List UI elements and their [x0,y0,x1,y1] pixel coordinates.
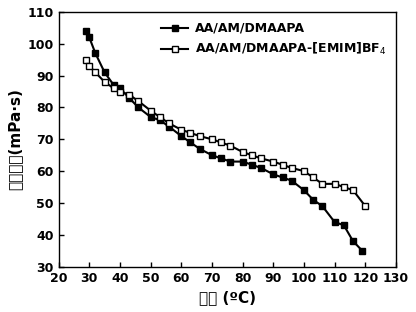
Y-axis label: 表观粘度(mPa·s): 表观粘度(mPa·s) [7,88,22,190]
AA/AM/DMAAPA [136,105,141,109]
AA/AM/DMAAPA [240,160,245,163]
AA/AM/DMAAPA-[EMIM]BF$_4$ [219,141,224,144]
AA/AM/DMAAPA-[EMIM]BF$_4$ [240,150,245,154]
AA/AM/DMAAPA-[EMIM]BF$_4$ [87,64,92,68]
AA/AM/DMAAPA-[EMIM]BF$_4$ [93,71,98,74]
AA/AM/DMAAPA [360,249,365,253]
AA/AM/DMAAPA-[EMIM]BF$_4$ [342,185,347,189]
AA/AM/DMAAPA [289,179,294,183]
AA/AM/DMAAPA [179,134,184,138]
AA/AM/DMAAPA-[EMIM]BF$_4$ [249,153,254,157]
AA/AM/DMAAPA [197,147,202,151]
AA/AM/DMAAPA-[EMIM]BF$_4$ [302,169,307,173]
AA/AM/DMAAPA [219,157,224,160]
AA/AM/DMAAPA-[EMIM]BF$_4$ [136,99,141,103]
AA/AM/DMAAPA-[EMIM]BF$_4$ [271,160,276,163]
AA/AM/DMAAPA [87,36,92,39]
AA/AM/DMAAPA-[EMIM]BF$_4$ [117,90,122,93]
AA/AM/DMAAPA-[EMIM]BF$_4$ [311,176,316,179]
X-axis label: 温度 (ºC): 温度 (ºC) [199,290,256,305]
AA/AM/DMAAPA-[EMIM]BF$_4$ [210,137,215,141]
AA/AM/DMAAPA [210,153,215,157]
AA/AM/DMAAPA-[EMIM]BF$_4$ [289,166,294,170]
AA/AM/DMAAPA-[EMIM]BF$_4$ [280,163,285,167]
AA/AM/DMAAPA-[EMIM]BF$_4$ [363,204,368,208]
AA/AM/DMAAPA [332,220,337,224]
AA/AM/DMAAPA-[EMIM]BF$_4$ [259,157,264,160]
AA/AM/DMAAPA-[EMIM]BF$_4$ [148,109,153,113]
AA/AM/DMAAPA-[EMIM]BF$_4$ [197,134,202,138]
AA/AM/DMAAPA [271,173,276,176]
AA/AM/DMAAPA-[EMIM]BF$_4$ [228,144,233,148]
AA/AM/DMAAPA [93,51,98,55]
Line: AA/AM/DMAAPA-[EMIM]BF$_4$: AA/AM/DMAAPA-[EMIM]BF$_4$ [83,56,369,209]
AA/AM/DMAAPA-[EMIM]BF$_4$ [157,115,162,119]
AA/AM/DMAAPA [84,29,89,33]
AA/AM/DMAAPA-[EMIM]BF$_4$ [179,128,184,132]
AA/AM/DMAAPA [166,125,171,129]
AA/AM/DMAAPA [126,96,131,100]
AA/AM/DMAAPA [342,223,347,227]
AA/AM/DMAAPA [259,166,264,170]
AA/AM/DMAAPA [280,176,285,179]
AA/AM/DMAAPA-[EMIM]BF$_4$ [102,80,107,84]
Line: AA/AM/DMAAPA: AA/AM/DMAAPA [83,28,365,254]
AA/AM/DMAAPA-[EMIM]BF$_4$ [188,131,193,135]
AA/AM/DMAAPA [188,141,193,144]
AA/AM/DMAAPA [311,198,316,202]
AA/AM/DMAAPA [302,188,307,192]
AA/AM/DMAAPA [228,160,233,163]
AA/AM/DMAAPA-[EMIM]BF$_4$ [332,182,337,186]
AA/AM/DMAAPA [102,71,107,74]
AA/AM/DMAAPA-[EMIM]BF$_4$ [126,93,131,97]
AA/AM/DMAAPA [351,239,356,243]
AA/AM/DMAAPA-[EMIM]BF$_4$ [166,121,171,125]
AA/AM/DMAAPA [320,204,325,208]
AA/AM/DMAAPA [111,83,116,87]
Legend: AA/AM/DMAAPA, AA/AM/DMAAPA-[EMIM]BF$_4$: AA/AM/DMAAPA, AA/AM/DMAAPA-[EMIM]BF$_4$ [157,18,390,61]
AA/AM/DMAAPA [249,163,254,167]
AA/AM/DMAAPA [157,118,162,122]
AA/AM/DMAAPA-[EMIM]BF$_4$ [351,188,356,192]
AA/AM/DMAAPA [117,86,122,90]
AA/AM/DMAAPA-[EMIM]BF$_4$ [320,182,325,186]
AA/AM/DMAAPA-[EMIM]BF$_4$ [84,58,89,61]
AA/AM/DMAAPA [148,115,153,119]
AA/AM/DMAAPA-[EMIM]BF$_4$ [111,86,116,90]
